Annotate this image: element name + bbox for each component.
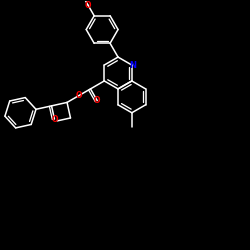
Text: O: O xyxy=(51,114,58,124)
Text: O: O xyxy=(94,96,100,105)
Text: O: O xyxy=(76,91,82,100)
Text: N: N xyxy=(129,60,136,70)
Text: O: O xyxy=(85,1,91,10)
